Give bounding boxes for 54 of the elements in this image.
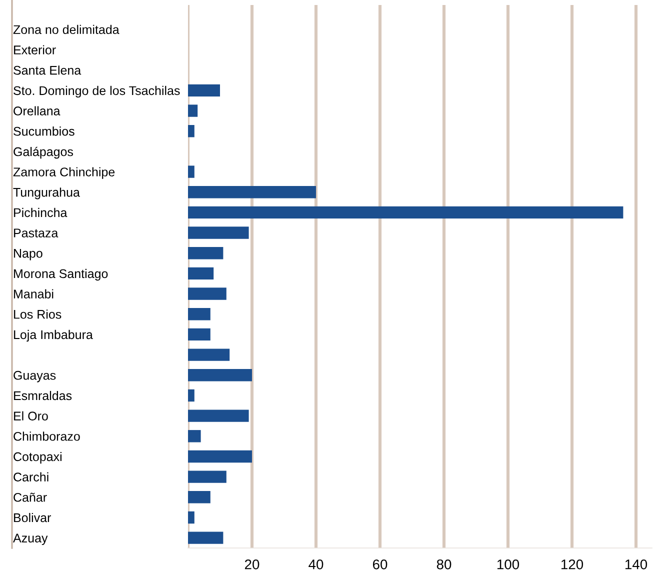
- y-tick-label: Manabi: [14, 289, 54, 298]
- y-tick-label: Carchi: [14, 472, 48, 482]
- bar: [188, 348, 230, 361]
- x-tick-label: 60: [372, 559, 388, 570]
- bar: [188, 328, 210, 341]
- bar: [188, 166, 194, 178]
- y-tick-label: Zona no delimitada: [13, 24, 120, 34]
- y-tick-label: Morona Santiago: [14, 268, 108, 281]
- bar: [188, 511, 194, 524]
- x-tick-label: 100: [497, 559, 520, 570]
- bar: [188, 308, 210, 320]
- bar: [188, 470, 226, 483]
- bar: [188, 369, 252, 382]
- bar: [188, 226, 249, 239]
- bar: [188, 84, 220, 97]
- bar: [188, 389, 194, 402]
- bar: [188, 491, 210, 504]
- bar: [188, 186, 316, 198]
- x-tick-label: 40: [308, 559, 324, 570]
- bar: [188, 410, 249, 422]
- x-tick-label: 120: [561, 559, 584, 570]
- y-tick-label: Bolivar: [14, 512, 51, 522]
- bar: [188, 124, 194, 138]
- y-tick-label: Esmraldas: [14, 390, 72, 400]
- bar: [188, 104, 198, 117]
- y-tick-label: Cañar: [14, 492, 47, 502]
- y-tick-label: Tungurahua: [13, 188, 80, 200]
- y-tick-label: Exterior: [14, 45, 56, 54]
- y-tick-label: Zamora Chinchipe: [13, 167, 115, 179]
- y-tick-label: Santa Elena: [14, 66, 82, 75]
- y-tick-label: Pastaza: [14, 228, 58, 238]
- bar: [188, 206, 624, 219]
- x-tick-label: 140: [625, 559, 648, 570]
- y-tick-label: Pichincha: [14, 208, 68, 218]
- y-tick-label: Azuay: [13, 534, 48, 545]
- bar: [188, 532, 224, 544]
- y-tick-label: Chimborazo: [14, 432, 80, 441]
- bar: [188, 430, 201, 442]
- y-tick-label: Orellana: [14, 106, 60, 116]
- bar: [188, 267, 214, 280]
- bar: [188, 288, 226, 300]
- x-tick-label: 80: [436, 559, 452, 570]
- y-tick-label: Sto. Domingo de los Tsachilas: [14, 86, 180, 98]
- y-tick-label: Napo: [14, 249, 42, 260]
- y-tick-label: Galápagos: [14, 146, 74, 159]
- x-tick-label: 20: [244, 559, 260, 570]
- bar: [188, 450, 252, 463]
- bar: [188, 247, 224, 260]
- y-tick-label: El Oro: [14, 411, 48, 420]
- y-tick-label: Loja Imbabura: [14, 330, 93, 342]
- y-tick-label: Guayas: [14, 370, 56, 382]
- y-tick-label: Los Rios: [14, 310, 62, 319]
- y-tick-label: Sucumbios: [14, 126, 74, 136]
- y-tick-label: Cotopaxi: [14, 452, 62, 464]
